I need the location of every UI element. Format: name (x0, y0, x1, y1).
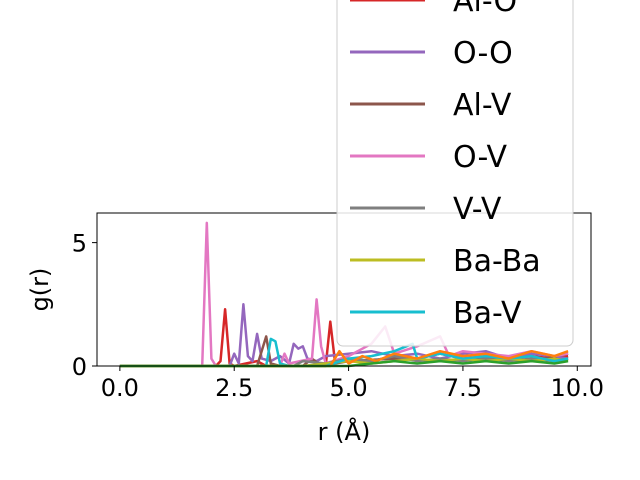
legend-entry: O-O (453, 36, 513, 71)
y-tick-label: 5 (72, 230, 87, 258)
series-line-series-7 (119, 349, 569, 368)
legend-entry: Ba-V (453, 296, 522, 331)
x-tick-label: 2.5 (215, 374, 253, 402)
legend-entry: V-V (453, 192, 502, 227)
x-tick-label: 0.0 (101, 374, 139, 402)
y-axis-label: g(r) (26, 268, 54, 312)
legend: Al-O O-O Al-V O-V V-V Ba-Ba Ba-V (336, 0, 574, 347)
x-tick-label: 10.0 (551, 374, 604, 402)
legend-entry: Al-V (453, 88, 512, 123)
y-axis-ticks: 05 (72, 230, 97, 381)
x-tick-label: 5.0 (329, 374, 367, 402)
legend-entry: Ba-Ba (453, 244, 541, 279)
legend-entry: Al-O (453, 0, 517, 19)
x-tick-label: 7.5 (444, 374, 482, 402)
x-axis-ticks: 0.0 2.5 5.0 7.5 10.0 (101, 366, 604, 402)
legend-entry: O-V (453, 140, 508, 175)
x-axis-label: r (Å) (318, 417, 371, 446)
series-line-series-8 (119, 359, 569, 368)
y-tick-label: 0 (72, 353, 87, 381)
